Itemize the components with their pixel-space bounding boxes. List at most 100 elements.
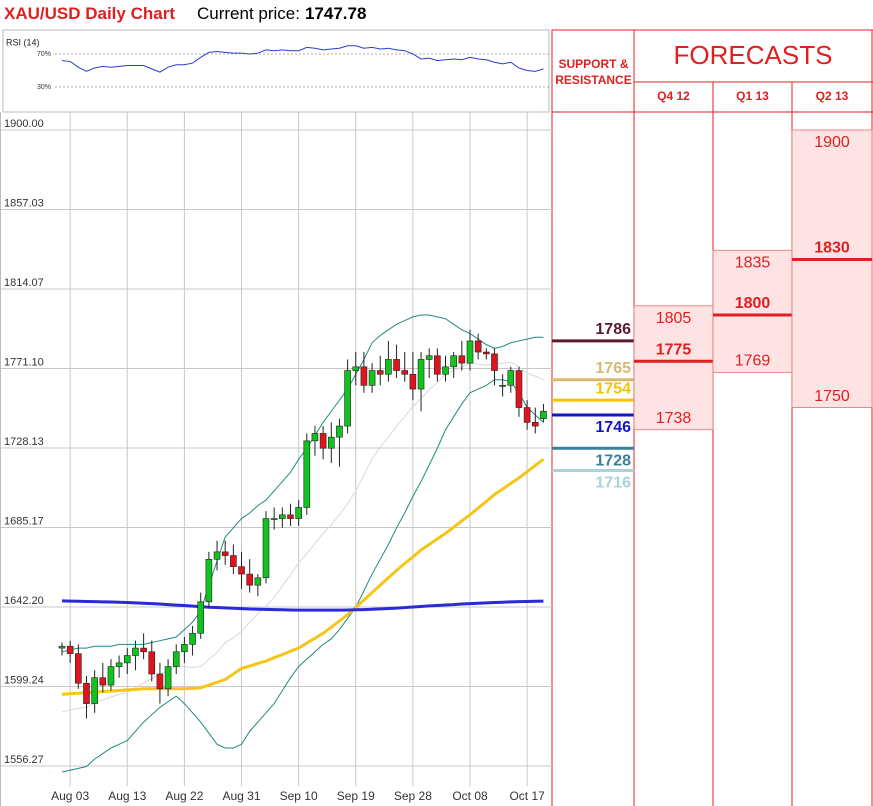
y-tick-label: 30% [37,84,51,91]
y-tick-label: 1900.00 [4,118,44,130]
header: XAU/USD Daily Chart Current price: 1747.78 [4,4,366,23]
x-tick-label: Aug 13 [108,789,146,803]
candle-body [450,355,457,368]
y-tick-label: 1728.13 [4,436,44,448]
candle-body [140,647,147,653]
candle-body [99,677,107,686]
candle-body [409,373,417,390]
price: 1747.78 [305,4,366,23]
candle-body [295,507,302,519]
x-tick-label: Aug 31 [222,789,260,803]
candle-body [327,436,335,449]
y-tick-label: 1685.17 [4,515,44,527]
overlay-line [61,361,544,713]
candle-body [531,422,539,427]
forecast-range [791,129,873,408]
forecast-low: 1738 [656,410,692,427]
column-label: Q1 13 [736,89,769,103]
y-tick-label: 1771.10 [4,356,44,368]
candle-body [83,682,90,704]
candle-body [115,662,123,667]
x-tick-label: Sep 28 [394,789,432,803]
header-title: XAU/USD Daily Chart [4,4,175,23]
candle-body [344,370,351,427]
column-label: Q4 12 [657,89,690,103]
x-tick-label: Aug 03 [51,789,89,803]
candle-body [287,514,294,519]
candle-body [156,673,164,690]
candle-body [279,514,286,519]
candle-body [491,353,498,371]
y-tick-label: 1556.27 [4,754,44,766]
y-tick-label: 70% [37,51,51,58]
candle-body [246,573,253,586]
candle-body [230,555,237,567]
candle-body [540,410,547,419]
price-label: Current price: [197,4,300,23]
forecast-range [633,305,714,431]
candle-body [466,340,474,364]
rsi-line [61,45,544,73]
overlay-line [61,379,544,773]
x-tick-label: Oct 17 [509,789,545,803]
candle-body [385,359,392,375]
candle-body [311,433,319,442]
candle-body [238,566,245,575]
x-tick-label: Sep 19 [337,789,375,803]
column-label: Q2 13 [816,89,849,103]
y-tick-label: 1642.20 [4,595,44,607]
y-tick-label: 1857.03 [4,197,44,209]
candle-body [434,355,441,375]
sr-title: SUPPORT & RESISTANCE [555,57,632,87]
sr-label: 1765 [595,360,631,377]
forecast-low: 1769 [735,353,771,370]
candle-body [483,351,490,355]
candle-body [360,366,368,386]
overlay-line [61,458,545,696]
forecast-high: 1900 [814,134,850,151]
candle-body [205,558,213,603]
overlay-line [61,599,544,612]
forecast-target-label: 1830 [814,240,850,257]
candle-body [213,551,221,560]
candle-body [425,355,433,360]
candle-body [254,577,262,586]
candle-body [172,651,180,667]
forecast-high: 1835 [735,254,771,271]
candle-body [368,370,376,386]
candle-body [499,385,506,387]
candle-body [66,645,74,654]
candle-body [442,366,449,375]
candle-body [376,370,384,375]
candle-body [181,644,188,653]
rsi-title: RSI (14) [6,37,40,47]
forecast-target-label: 1800 [735,295,771,312]
candle-body [319,433,327,449]
candle-body [91,677,98,704]
sr-label: 1754 [595,380,631,397]
sr-label: 1728 [595,452,631,469]
forecasts-title: FORECASTS [674,40,833,70]
candle-body [148,651,156,675]
candle-body [123,655,131,664]
forecast-range [712,249,793,373]
candle-body [352,366,360,371]
candle-body [132,647,139,656]
x-tick-label: Sep 10 [280,789,318,803]
sr-label: 1786 [595,321,631,338]
forecast-low: 1750 [814,388,850,405]
candle-body [474,340,482,353]
candle-body [393,359,400,371]
candle-body [523,407,531,423]
candle-body [262,518,270,579]
candle-body [189,632,196,645]
rsi-panel [2,29,550,113]
candle-body [75,653,82,684]
x-tick-label: Oct 08 [452,789,488,803]
sr-label: 1746 [595,419,631,436]
candle-body [303,440,311,508]
candle-body [401,370,409,375]
